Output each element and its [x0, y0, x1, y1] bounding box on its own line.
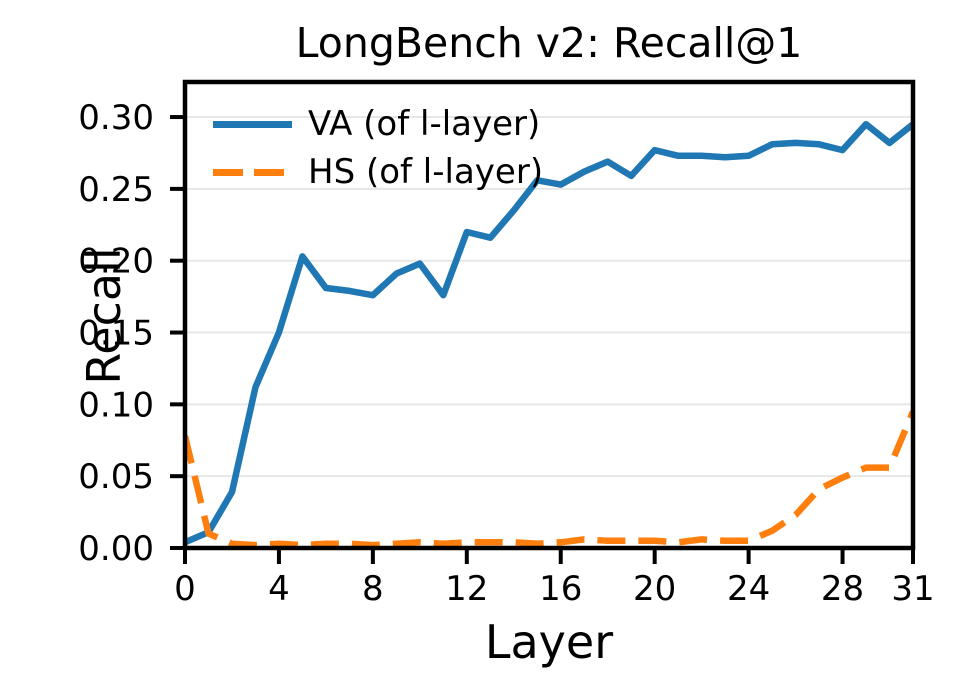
x-tick-label: 24 — [727, 569, 770, 609]
y-tick-label: 0.00 — [78, 529, 154, 569]
va-series-line — [185, 120, 913, 546]
x-tick-label: 4 — [268, 569, 290, 609]
legend-label-va: VA (of l-layer) — [308, 104, 541, 144]
hs-series-line — [185, 410, 913, 548]
x-tick-label: 28 — [821, 569, 864, 609]
va-line-swatch — [213, 120, 292, 128]
plot-border — [182, 79, 916, 551]
hs-line-swatch — [213, 168, 292, 176]
x-axis-label: Layer — [484, 615, 614, 669]
x-tick-label: 20 — [633, 569, 676, 609]
x-tick-label: 12 — [445, 569, 488, 609]
legend: VA (of l-layer) HS (of l-layer) — [213, 100, 543, 196]
legend-item-va: VA (of l-layer) — [213, 100, 543, 148]
x-tick-label: 16 — [539, 569, 582, 609]
y-tick-label: 0.25 — [78, 170, 154, 210]
y-tick-label: 0.10 — [78, 385, 154, 425]
y-tick-label: 0.15 — [78, 314, 154, 354]
legend-item-hs: HS (of l-layer) — [213, 148, 543, 196]
chart-title: LongBench v2: Recall@1 — [295, 19, 803, 67]
x-tick-label: 31 — [891, 569, 934, 609]
y-tick-label: 0.20 — [78, 242, 154, 282]
x-tick-label: 0 — [174, 569, 196, 609]
x-tick-label: 8 — [362, 569, 384, 609]
y-tick-label: 0.05 — [78, 457, 154, 497]
legend-label-hs: HS (of l-layer) — [308, 152, 544, 192]
y-tick-label: 0.30 — [78, 98, 154, 138]
